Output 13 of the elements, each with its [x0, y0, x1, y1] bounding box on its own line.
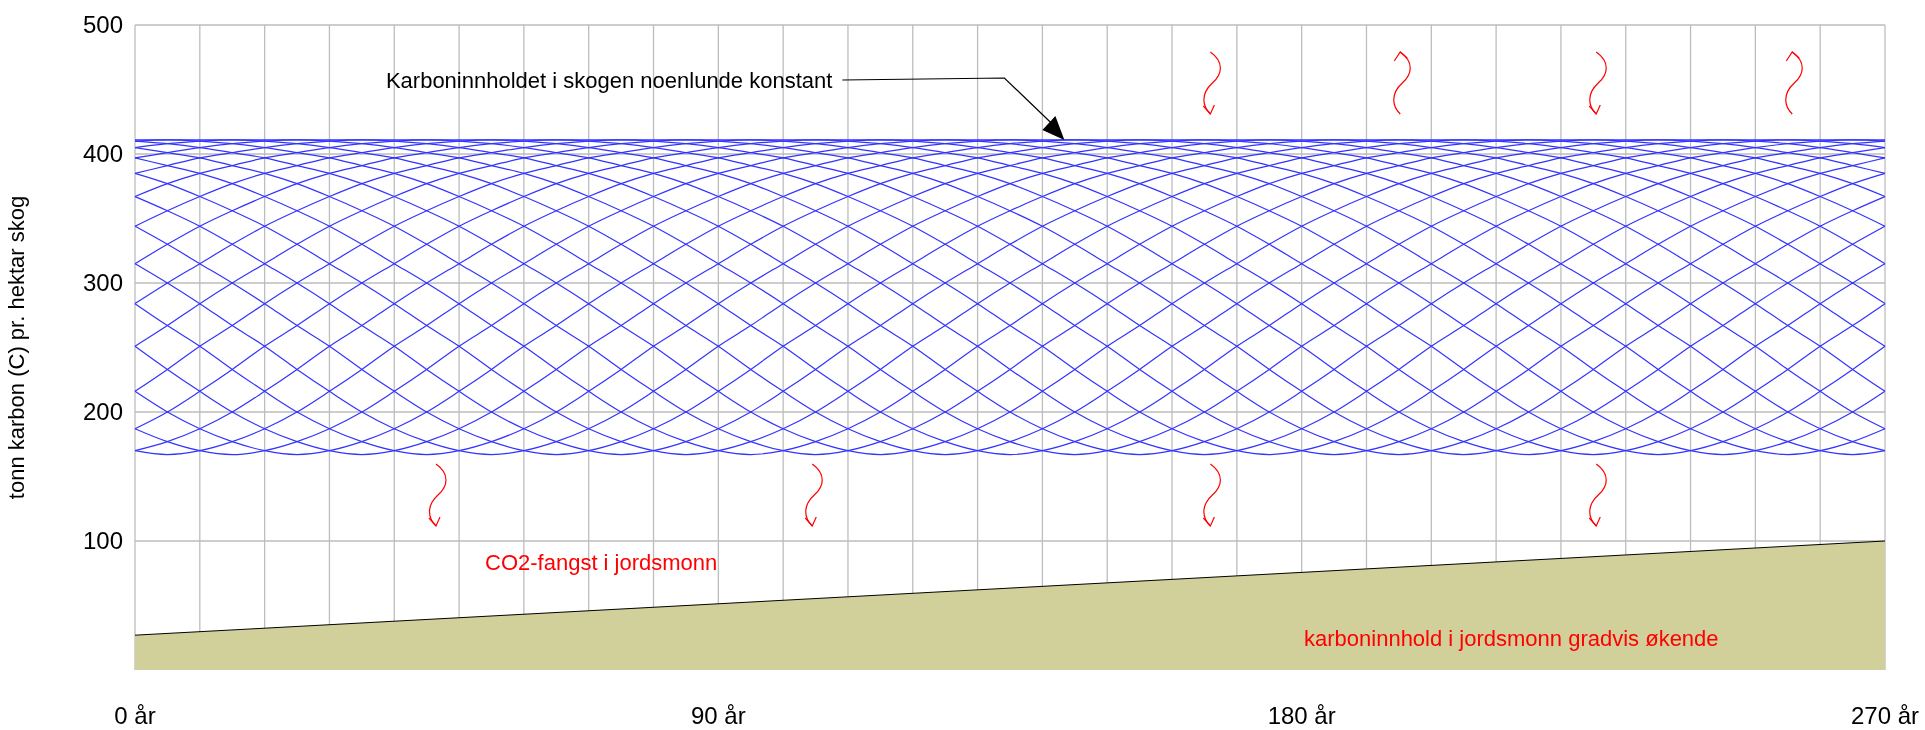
y-tick-label: 500	[82, 11, 123, 39]
y-tick-label: 200	[82, 398, 123, 426]
x-tick-label: 90 år	[690, 702, 746, 729]
y-axis-title: tonn karbon (C) pr. hektar skog	[4, 195, 29, 500]
annotation: karboninnhold i jordsmonn gradvis økende	[1304, 626, 1719, 651]
x-tick-label: 270 år	[1850, 702, 1920, 729]
y-tick-label: 100	[82, 527, 123, 555]
x-tick-label: 0 år	[114, 702, 156, 729]
annotation: CO2-fangst i jordsmonn	[485, 550, 718, 575]
y-tick-label: 400	[82, 140, 123, 168]
y-tick-label: 300	[82, 269, 123, 297]
annotation: Karboninnholdet i skogen noenlunde konstant	[385, 68, 833, 93]
x-tick-label: 180 år	[1267, 702, 1336, 729]
